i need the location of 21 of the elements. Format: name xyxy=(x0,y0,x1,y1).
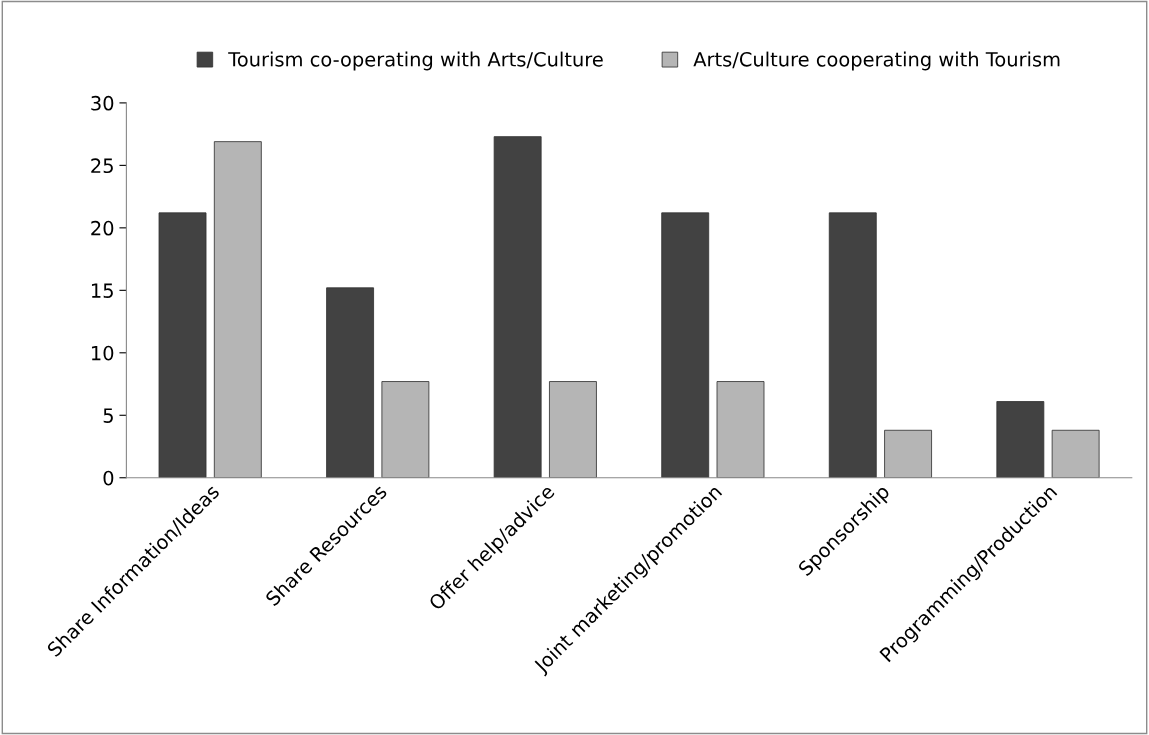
bar xyxy=(716,381,765,478)
bar xyxy=(828,212,877,478)
bar xyxy=(158,212,207,478)
bar xyxy=(213,141,262,478)
bar xyxy=(884,429,932,478)
y-tick-label: 10 xyxy=(91,345,114,361)
legend-label: Arts/Culture cooperating with Tourism xyxy=(693,51,1060,71)
bar xyxy=(549,381,597,478)
y-tick-label: 5 xyxy=(103,408,113,423)
bar xyxy=(661,212,710,478)
y-tick-label: 15 xyxy=(91,283,113,298)
bar xyxy=(996,401,1045,478)
bar xyxy=(381,381,430,478)
y-tick-label: 25 xyxy=(91,158,113,174)
y-tick-label: 0 xyxy=(103,470,114,486)
bar xyxy=(1051,429,1100,478)
bar xyxy=(326,287,375,478)
y-tick-label: 20 xyxy=(91,220,114,236)
bar xyxy=(493,136,542,478)
y-tick-label: 30 xyxy=(91,95,114,111)
legend-label: Tourism co-operating with Arts/Culture xyxy=(228,51,603,71)
